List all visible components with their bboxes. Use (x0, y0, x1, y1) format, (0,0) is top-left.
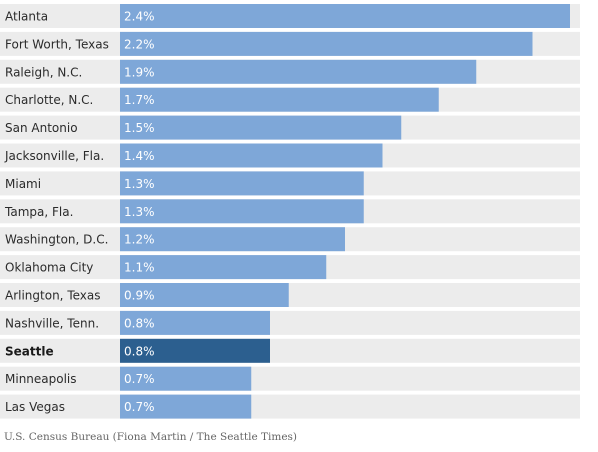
bar (120, 338, 270, 363)
bar-row-raleigh-n-c: Raleigh, N.C. 1.9% (0, 59, 580, 84)
bar-row-nashville-tenn: Nashville, Tenn. 0.8% (0, 310, 580, 335)
bar-row-tampa-fla: Tampa, Fla. 1.3% (0, 199, 580, 224)
value-label: 1.3% (124, 177, 155, 191)
value-label: 1.5% (124, 121, 155, 135)
value-label: 1.7% (124, 93, 155, 107)
value-label: 1.2% (124, 233, 155, 247)
bar (120, 366, 252, 391)
bar (120, 199, 364, 224)
row-background (0, 338, 580, 363)
source-note: U.S. Census Bureau (Fiona Martin / The S… (4, 431, 298, 443)
bar (120, 394, 252, 419)
category-label: Minneapolis (5, 372, 77, 386)
category-label: Atlanta (5, 10, 48, 24)
category-label: San Antonio (5, 121, 78, 135)
bar (120, 283, 289, 307)
bar (120, 4, 570, 28)
category-label: Nashville, Tenn. (5, 316, 99, 330)
category-label: Raleigh, N.C. (5, 65, 82, 79)
bar-row-oklahoma-city: Oklahoma City 1.1% (0, 255, 580, 280)
bar-row-san-antonio: San Antonio 1.5% (0, 115, 580, 140)
bar (120, 87, 439, 112)
value-label: 0.9% (124, 289, 155, 303)
bar-row-charlotte-n-c: Charlotte, N.C. 1.7% (0, 87, 580, 112)
bar (120, 310, 270, 335)
value-label: 0.8% (124, 344, 155, 358)
bar (120, 115, 402, 140)
category-label: Las Vegas (5, 400, 65, 414)
category-label: Seattle (5, 344, 54, 358)
bar-row-seattle: Seattle 0.8% (0, 338, 580, 363)
value-label: 0.7% (124, 372, 155, 386)
value-label: 2.4% (124, 10, 155, 24)
row-background (0, 394, 580, 419)
bar (120, 31, 533, 56)
value-label: 1.4% (124, 149, 155, 163)
row-background (0, 310, 580, 335)
bar (120, 171, 364, 196)
bar-row-miami: Miami 1.3% (0, 171, 580, 196)
category-label: Fort Worth, Texas (5, 37, 109, 51)
value-label: 1.3% (124, 205, 155, 219)
bar-row-atlanta: Atlanta 2.4% (0, 4, 580, 28)
value-label: 1.9% (124, 65, 155, 79)
bar (120, 143, 383, 168)
row-background (0, 283, 580, 307)
bar-row-jacksonville-fla: Jacksonville, Fla. 1.4% (0, 143, 580, 168)
value-label: 1.1% (124, 261, 155, 275)
category-label: Oklahoma City (5, 261, 93, 275)
category-label: Washington, D.C. (5, 233, 108, 247)
row-background (0, 366, 580, 391)
bar-row-minneapolis: Minneapolis 0.7% (0, 366, 580, 391)
bar-row-washington-d-c: Washington, D.C. 1.2% (0, 227, 580, 252)
bar-row-las-vegas: Las Vegas 0.7% (0, 394, 580, 419)
bar (120, 227, 345, 252)
bar-row-arlington-texas: Arlington, Texas 0.9% (0, 283, 580, 307)
category-label: Jacksonville, Fla. (4, 149, 104, 163)
category-label: Arlington, Texas (5, 289, 100, 303)
bar (120, 255, 327, 280)
bar-row-fort-worth-texas: Fort Worth, Texas 2.2% (0, 31, 580, 56)
value-label: 2.2% (124, 37, 155, 51)
value-label: 0.8% (124, 316, 155, 330)
category-label: Tampa, Fla. (4, 205, 73, 219)
value-label: 0.7% (124, 400, 155, 414)
bar (120, 59, 477, 84)
category-label: Miami (5, 177, 41, 191)
category-label: Charlotte, N.C. (5, 93, 93, 107)
